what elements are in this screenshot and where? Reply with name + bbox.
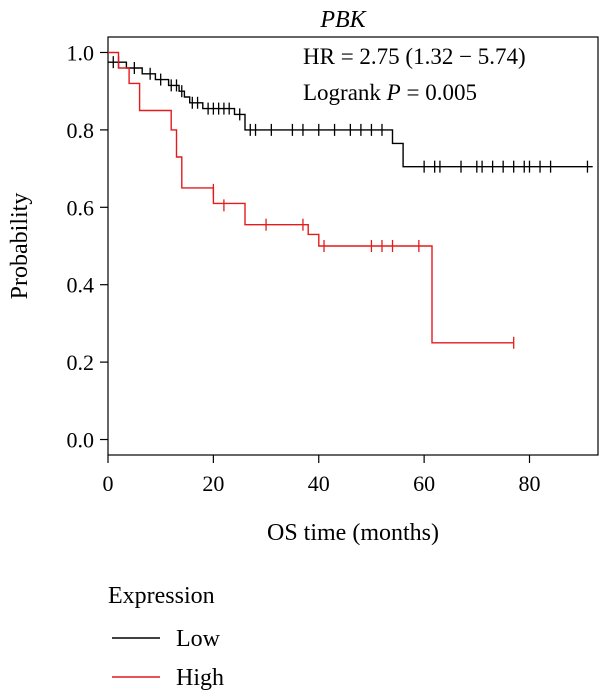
x-tick-label: 20: [202, 471, 224, 496]
series-line-low: [108, 61, 593, 168]
x-axis-label: OS time (months): [267, 520, 439, 546]
y-tick-label: 0.0: [67, 428, 95, 453]
series-line-high: [108, 51, 514, 344]
legend-title: Expression: [108, 583, 215, 609]
x-tick-label: 80: [519, 471, 541, 496]
y-axis-label: Probability: [7, 193, 33, 300]
y-tick-label: 0.6: [67, 195, 95, 220]
logrank-label: Logrank: [303, 80, 387, 105]
y-tick-label: 1.0: [67, 40, 95, 65]
legend: Expression Low High: [108, 583, 224, 691]
logrank-value: = 0.005: [401, 80, 477, 105]
x-tick-label: 0: [103, 471, 114, 496]
logrank-p-symbol: P: [386, 80, 401, 105]
y-axis: 0.0 0.2 0.4 0.6 0.8 1.0: [67, 40, 108, 453]
y-tick-label: 0.8: [67, 118, 95, 143]
plot-frame: [107, 36, 599, 456]
series-layer: [108, 51, 593, 349]
x-axis: 0 20 40 60 80: [103, 455, 541, 496]
x-tick-label: 60: [413, 471, 435, 496]
hazard-ratio-annotation: HR = 2.75 (1.32 − 5.74): [303, 44, 526, 69]
legend-label-low: Low: [176, 626, 221, 652]
legend-label-high: High: [176, 665, 224, 691]
logrank-annotation: Logrank P = 0.005: [303, 80, 477, 105]
x-tick-label: 40: [308, 471, 330, 496]
y-tick-label: 0.4: [67, 273, 95, 298]
y-tick-label: 0.2: [67, 350, 95, 375]
chart-title: PBK: [319, 7, 367, 33]
